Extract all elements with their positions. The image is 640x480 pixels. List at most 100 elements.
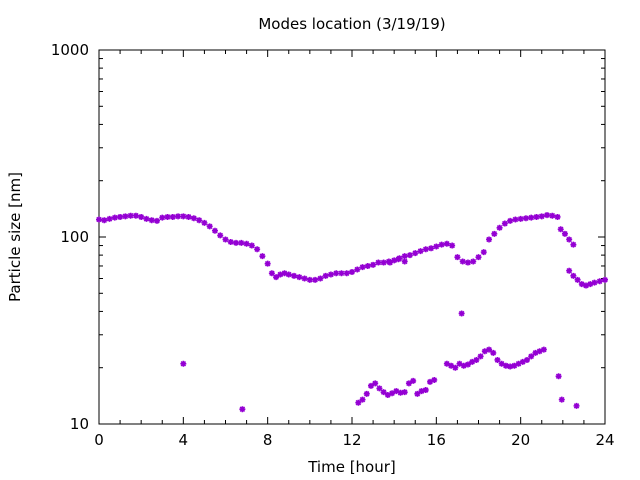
data-point	[259, 253, 266, 260]
data-point	[254, 246, 261, 253]
data-point	[243, 240, 250, 247]
data-point	[153, 217, 160, 224]
data-point	[343, 270, 350, 277]
data-point	[349, 268, 355, 275]
data-point	[591, 279, 598, 286]
data-point	[406, 252, 413, 259]
data-point	[375, 259, 382, 266]
data-point	[491, 230, 498, 237]
data-point	[175, 213, 182, 220]
data-point	[557, 226, 564, 233]
data-points	[96, 212, 608, 413]
data-point	[486, 346, 493, 353]
data-point	[372, 380, 379, 387]
y-axis: 10 100 1000	[51, 41, 605, 433]
data-point	[268, 270, 275, 277]
data-point	[512, 216, 519, 223]
x-tick-label: 24	[595, 431, 614, 449]
data-point	[322, 272, 329, 279]
data-point	[533, 213, 540, 220]
data-point	[273, 274, 280, 281]
data-point	[363, 390, 370, 397]
data-point	[519, 358, 526, 365]
data-point	[570, 241, 577, 248]
data-point	[180, 360, 187, 367]
data-point	[185, 213, 192, 220]
data-point	[549, 212, 556, 219]
data-point	[291, 272, 298, 279]
data-point	[481, 348, 488, 355]
x-tick-label: 12	[342, 431, 361, 449]
data-point	[306, 276, 313, 283]
data-point	[475, 254, 482, 261]
data-point	[233, 239, 240, 246]
data-point	[443, 240, 450, 247]
data-point	[498, 360, 505, 367]
data-point	[433, 243, 440, 250]
data-point	[528, 353, 535, 360]
data-point	[132, 212, 139, 219]
data-point	[422, 386, 429, 393]
data-point	[414, 390, 421, 397]
data-point	[384, 391, 391, 398]
data-point	[180, 213, 187, 220]
data-point	[264, 260, 271, 267]
data-point	[464, 259, 471, 266]
x-tick-label: 0	[94, 431, 104, 449]
data-point	[428, 245, 435, 252]
y-tick-label: 1000	[51, 41, 89, 59]
data-point	[380, 389, 387, 396]
data-point	[317, 275, 324, 282]
data-point	[405, 380, 412, 387]
data-point	[494, 356, 501, 363]
data-point	[122, 213, 129, 220]
data-point	[359, 264, 366, 271]
data-point	[528, 214, 535, 221]
data-point	[101, 217, 108, 224]
data-point	[458, 310, 465, 317]
data-point	[566, 236, 573, 243]
plot-frame	[98, 49, 606, 425]
data-point	[301, 275, 308, 282]
data-point	[395, 256, 402, 263]
data-point	[558, 396, 565, 403]
data-point	[227, 239, 234, 246]
data-point	[238, 239, 245, 246]
data-point	[583, 282, 590, 289]
data-point	[367, 382, 374, 389]
data-point	[507, 363, 514, 370]
data-point	[469, 358, 476, 365]
data-point	[277, 271, 284, 278]
data-point	[296, 274, 303, 281]
data-point	[327, 271, 334, 278]
data-point	[417, 248, 424, 255]
data-point	[422, 246, 429, 253]
data-point	[454, 254, 461, 261]
data-point	[138, 213, 145, 220]
data-point	[496, 224, 503, 231]
data-point	[570, 272, 577, 279]
data-point	[391, 257, 398, 264]
data-point	[427, 378, 434, 385]
data-point	[470, 258, 477, 265]
data-point	[143, 215, 150, 222]
data-point	[587, 281, 594, 288]
data-point	[511, 362, 518, 369]
data-point	[201, 219, 208, 226]
data-point	[538, 213, 545, 220]
data-point	[554, 213, 561, 220]
data-point	[522, 215, 529, 222]
data-point	[211, 227, 218, 234]
data-point	[401, 253, 408, 260]
chart-title: Modes location (3/19/19)	[258, 15, 445, 33]
data-point	[460, 362, 467, 369]
data-point	[386, 259, 393, 266]
data-point	[448, 362, 455, 369]
data-point	[515, 360, 522, 367]
x-axis-label: Time [hour]	[307, 458, 396, 476]
data-point	[456, 360, 463, 367]
data-point	[164, 213, 171, 220]
data-point	[380, 259, 387, 266]
data-point	[190, 215, 197, 222]
data-point	[555, 373, 562, 380]
